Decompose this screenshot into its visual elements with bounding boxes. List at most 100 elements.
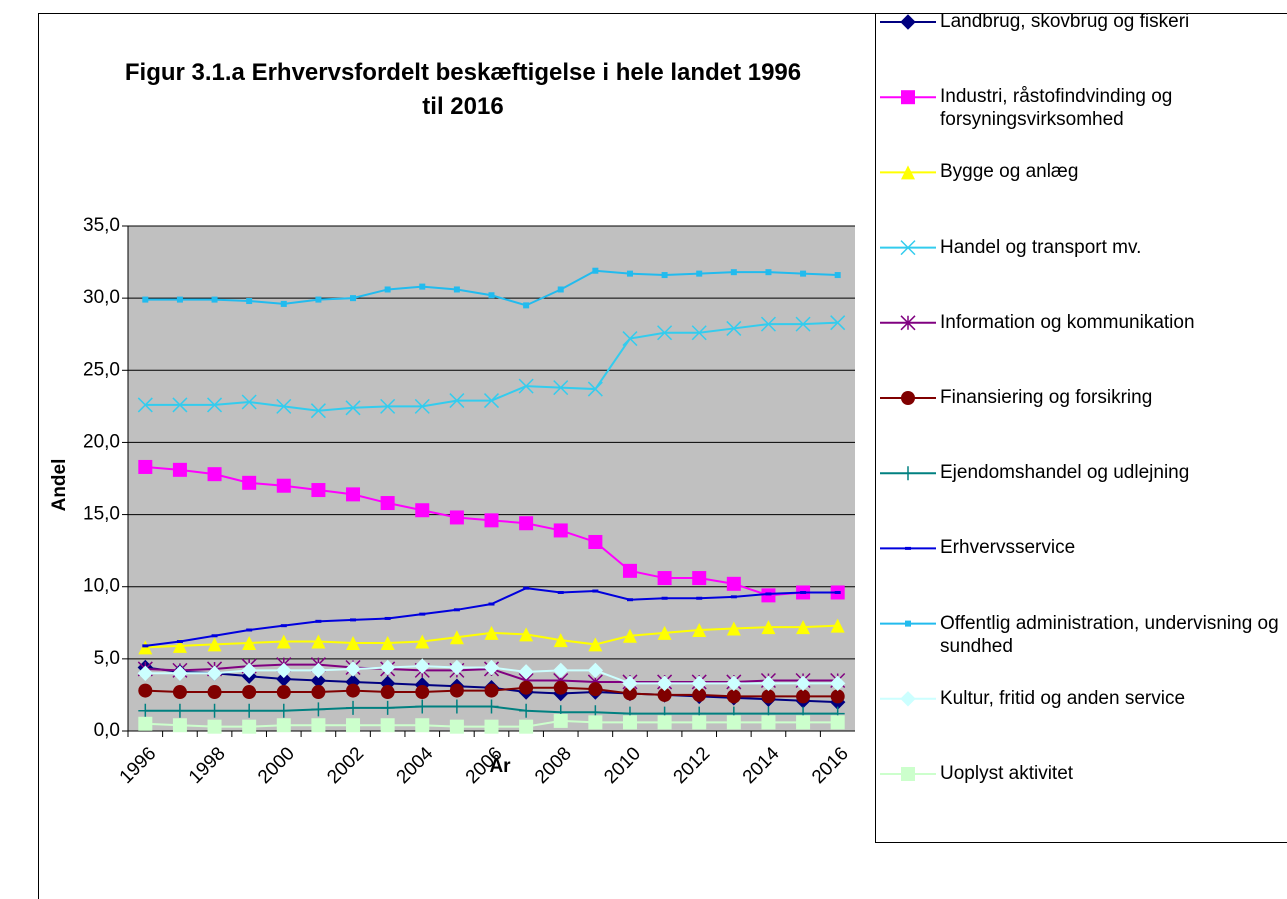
marker [242, 703, 257, 718]
marker [730, 269, 737, 276]
marker [176, 296, 183, 303]
marker [901, 466, 915, 481]
marker [830, 689, 845, 704]
marker [207, 685, 222, 700]
marker [241, 394, 257, 410]
marker [137, 665, 154, 681]
marker [346, 487, 361, 502]
marker [484, 683, 499, 698]
marker [692, 715, 707, 730]
marker [588, 637, 603, 652]
y-tick-label: 10,0 [83, 576, 120, 597]
marker [384, 286, 391, 293]
chart-border [38, 13, 1287, 899]
marker [588, 682, 603, 697]
marker [657, 625, 672, 640]
marker [449, 683, 464, 698]
marker [346, 635, 361, 650]
marker [796, 689, 811, 704]
legend [880, 14, 936, 781]
marker [691, 325, 707, 341]
marker [726, 576, 741, 591]
marker [449, 699, 464, 714]
marker [553, 713, 568, 728]
marker [901, 165, 915, 180]
marker [345, 400, 361, 416]
marker [484, 699, 499, 714]
chart-title: Figur 3.1.a Erhvervsfordelt beskæftigels… [124, 59, 802, 120]
marker [415, 718, 430, 733]
marker [691, 675, 707, 692]
marker [142, 296, 149, 303]
marker [172, 462, 187, 477]
marker [830, 715, 845, 730]
marker [242, 685, 257, 700]
marker [587, 381, 603, 397]
marker [622, 563, 637, 578]
marker [519, 627, 534, 642]
x-tick-label: 1996 [116, 743, 161, 788]
marker [172, 718, 187, 733]
legend-label: Offentlig administration, undervisning o… [940, 612, 1279, 657]
marker [622, 331, 638, 347]
marker [137, 397, 153, 413]
marker [484, 625, 499, 640]
marker [280, 300, 287, 307]
marker [315, 296, 322, 303]
marker [414, 658, 430, 674]
marker [587, 662, 604, 679]
y-tick-label: 0,0 [94, 720, 120, 741]
marker [900, 691, 916, 707]
marker [483, 393, 500, 409]
marker [172, 638, 187, 653]
marker [419, 283, 426, 290]
marker [519, 680, 534, 695]
marker [449, 659, 465, 676]
x-tick-label: 2008 [531, 743, 576, 788]
legend-label: Finansiering og forsikring [940, 387, 1153, 408]
x-tick-label: 2000 [254, 743, 299, 788]
marker [795, 675, 811, 692]
marker [380, 700, 395, 715]
marker [830, 315, 846, 331]
marker [310, 403, 326, 419]
marker [346, 683, 361, 698]
marker [449, 630, 464, 645]
legend-label: Ejendomshandel og udlejning [940, 462, 1190, 484]
marker [449, 510, 464, 525]
marker [311, 685, 326, 700]
marker [207, 703, 222, 718]
marker [380, 635, 395, 650]
marker [553, 523, 568, 538]
marker [829, 675, 846, 692]
marker [207, 467, 222, 482]
marker [345, 661, 361, 677]
marker [523, 302, 530, 309]
marker [488, 292, 495, 299]
marker [765, 269, 772, 276]
marker [726, 715, 741, 730]
marker [901, 90, 915, 105]
marker [276, 398, 292, 414]
marker [800, 270, 807, 277]
marker [276, 703, 291, 718]
marker [484, 513, 499, 528]
marker [796, 715, 811, 730]
marker [661, 272, 668, 279]
marker [414, 398, 430, 414]
marker [380, 496, 395, 511]
legend-label: Industri, råstofindvinding og forsynings… [940, 86, 1173, 131]
marker [415, 503, 430, 518]
marker [380, 718, 395, 733]
marker [242, 475, 257, 490]
marker [311, 702, 326, 717]
marker [311, 634, 326, 649]
y-tick-label: 30,0 [83, 287, 120, 308]
marker [657, 687, 672, 702]
marker [346, 700, 361, 715]
marker [761, 689, 776, 704]
marker [276, 634, 291, 649]
marker [453, 286, 460, 293]
marker [760, 316, 776, 332]
